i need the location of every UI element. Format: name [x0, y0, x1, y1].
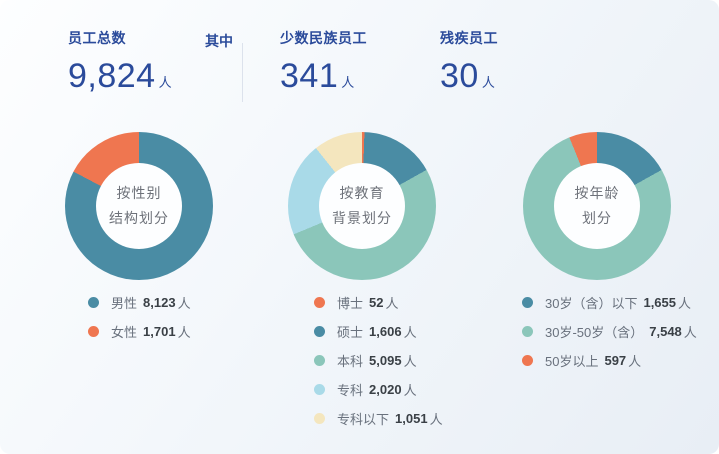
- legend-item-unit: 人: [403, 382, 417, 398]
- age-title-line: 划分: [582, 210, 612, 226]
- legend-item-label: 30岁（含）以下: [545, 295, 638, 311]
- legend-dot-icon: [522, 325, 533, 337]
- education-legend-item-2[interactable]: 本科 5,095 人: [314, 351, 443, 369]
- legend-item-value: 1,051: [395, 410, 428, 426]
- gender-legend-item-0[interactable]: 男性 8,123 人: [88, 293, 191, 311]
- legend-item-value: 1,606: [369, 323, 402, 339]
- legend-item-label: 女性: [111, 324, 138, 340]
- legend-dot-icon: [314, 354, 325, 366]
- stat-disabled-employees: 残疾员工 30 人: [440, 28, 498, 96]
- legend-item-value: 52: [369, 294, 384, 310]
- education-title-line: 按教育: [339, 185, 385, 201]
- education-title-line: 背景划分: [332, 210, 392, 226]
- legend-dot-icon: [522, 296, 533, 308]
- legend-item-unit: 人: [385, 295, 399, 311]
- education-legend: 博士 52 人硕士 1,606 人本科 5,095 人专科 2,020 人专科以下 1,051 人: [314, 293, 443, 438]
- legend-item-label: 本科: [337, 353, 364, 369]
- gender-legend-item-1[interactable]: 女性 1,701 人: [88, 322, 191, 340]
- gender-title-line: 按性别: [116, 185, 162, 201]
- legend-dot-icon: [314, 412, 325, 424]
- legend-item-value: 5,095: [369, 352, 402, 368]
- education-donut-center-label: 按教育 背景划分: [319, 163, 405, 249]
- education-legend-item-0[interactable]: 博士 52 人: [314, 293, 443, 311]
- gender-donut-chart[interactable]: 按性别 结构划分: [65, 132, 213, 280]
- legend-item-unit: 人: [429, 411, 443, 427]
- stat-total-value: 9,824: [68, 57, 156, 95]
- among-which-label: 其中: [205, 33, 233, 49]
- legend-item-unit: 人: [403, 324, 417, 340]
- age-donut-chart[interactable]: 按年龄 划分: [523, 132, 671, 280]
- education-legend-item-1[interactable]: 硕士 1,606 人: [314, 322, 443, 340]
- stat-total-employees: 员工总数 9,824 人: [68, 28, 172, 96]
- stat-total-label: 员工总数: [68, 30, 126, 46]
- legend-item-value: 1,655: [643, 294, 677, 310]
- gender-legend: 男性 8,123 人女性 1,701 人: [88, 293, 191, 351]
- age-legend-item-0[interactable]: 30岁（含）以下 1,655 人: [522, 293, 697, 311]
- legend-item-unit: 人: [678, 295, 692, 311]
- legend-item-value: 597: [604, 352, 627, 368]
- stat-minority-label: 少数民族员工: [280, 30, 367, 46]
- education-legend-item-4[interactable]: 专科以下 1,051 人: [314, 409, 443, 427]
- legend-item-value: 7,548: [649, 323, 682, 339]
- legend-item-unit: 人: [628, 353, 642, 369]
- stat-total-unit: 人: [158, 75, 172, 90]
- stat-disabled-value: 30: [440, 57, 479, 95]
- header-divider: [242, 43, 243, 102]
- legend-item-value: 1,701: [143, 323, 176, 339]
- legend-item-unit: 人: [683, 324, 697, 340]
- stat-minority-unit: 人: [341, 75, 355, 90]
- legend-item-value: 8,123: [143, 294, 176, 310]
- age-legend-item-2[interactable]: 50岁以上 597 人: [522, 351, 697, 369]
- legend-item-label: 50岁以上: [545, 353, 599, 369]
- legend-dot-icon: [88, 325, 99, 337]
- legend-item-label: 专科以下: [337, 411, 390, 427]
- education-donut-chart[interactable]: 按教育 背景划分: [288, 132, 436, 280]
- age-legend-item-1[interactable]: 30岁-50岁（含） 7,548 人: [522, 322, 697, 340]
- stat-minority-employees: 少数民族员工 341 人: [280, 28, 367, 96]
- legend-item-label: 博士: [337, 295, 364, 311]
- legend-dot-icon: [314, 325, 325, 337]
- age-legend: 30岁（含）以下 1,655 人 30岁-50岁（含） 7,548 人 50岁以上 597 人: [522, 293, 697, 380]
- legend-dot-icon: [88, 296, 99, 308]
- legend-item-label: 硕士: [337, 324, 364, 340]
- legend-dot-icon: [314, 383, 325, 395]
- gender-donut-center-label: 按性别 结构划分: [96, 163, 182, 249]
- gender-title-line: 结构划分: [109, 210, 169, 226]
- legend-dot-icon: [522, 354, 533, 366]
- legend-item-label: 男性: [111, 295, 138, 311]
- education-legend-item-3[interactable]: 专科 2,020 人: [314, 380, 443, 398]
- legend-item-value: 2,020: [369, 381, 402, 397]
- legend-item-label: 30岁-50岁（含）: [545, 324, 644, 340]
- stat-minority-value: 341: [280, 57, 339, 95]
- age-donut-center-label: 按年龄 划分: [554, 163, 640, 249]
- legend-item-unit: 人: [177, 324, 191, 340]
- legend-item-label: 专科: [337, 382, 364, 398]
- legend-dot-icon: [314, 296, 325, 308]
- stat-disabled-label: 残疾员工: [440, 30, 498, 46]
- stat-disabled-unit: 人: [481, 75, 495, 90]
- legend-item-unit: 人: [177, 295, 191, 311]
- legend-item-unit: 人: [403, 353, 417, 369]
- age-title-line: 按年龄: [574, 185, 620, 201]
